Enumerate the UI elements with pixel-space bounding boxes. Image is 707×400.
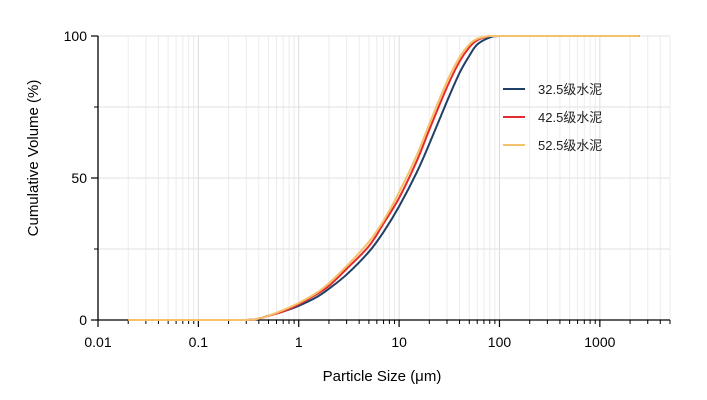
x-tick-label: 1: [295, 334, 303, 350]
x-tick-labels: 0.01 0.1 1 10 100 1000: [84, 334, 615, 350]
series-lines: [128, 35, 640, 322]
x-tick-label: 0.01: [84, 334, 111, 350]
y-tick-labels: 0 50 100: [64, 28, 88, 328]
legend-label-2: 42.5级水泥: [538, 110, 602, 125]
y-tick-label: 0: [79, 312, 87, 328]
series-line-3: [128, 35, 640, 322]
x-tick-label: 100: [488, 334, 512, 350]
y-tick-label: 50: [71, 170, 87, 186]
x-tick-label: 10: [391, 334, 407, 350]
x-tick-label: 1000: [584, 334, 615, 350]
legend: 32.5级水泥 42.5级水泥 52.5级水泥: [503, 82, 602, 153]
y-tick-label: 100: [64, 28, 88, 44]
x-axis-title: Particle Size (μm): [323, 368, 442, 385]
legend-label-1: 32.5级水泥: [538, 82, 602, 97]
x-tick-label: 0.1: [189, 334, 209, 350]
legend-label-3: 52.5级水泥: [538, 138, 602, 153]
y-axis-title: Cumulative Volume (%): [25, 80, 42, 237]
axes: [91, 35, 671, 327]
